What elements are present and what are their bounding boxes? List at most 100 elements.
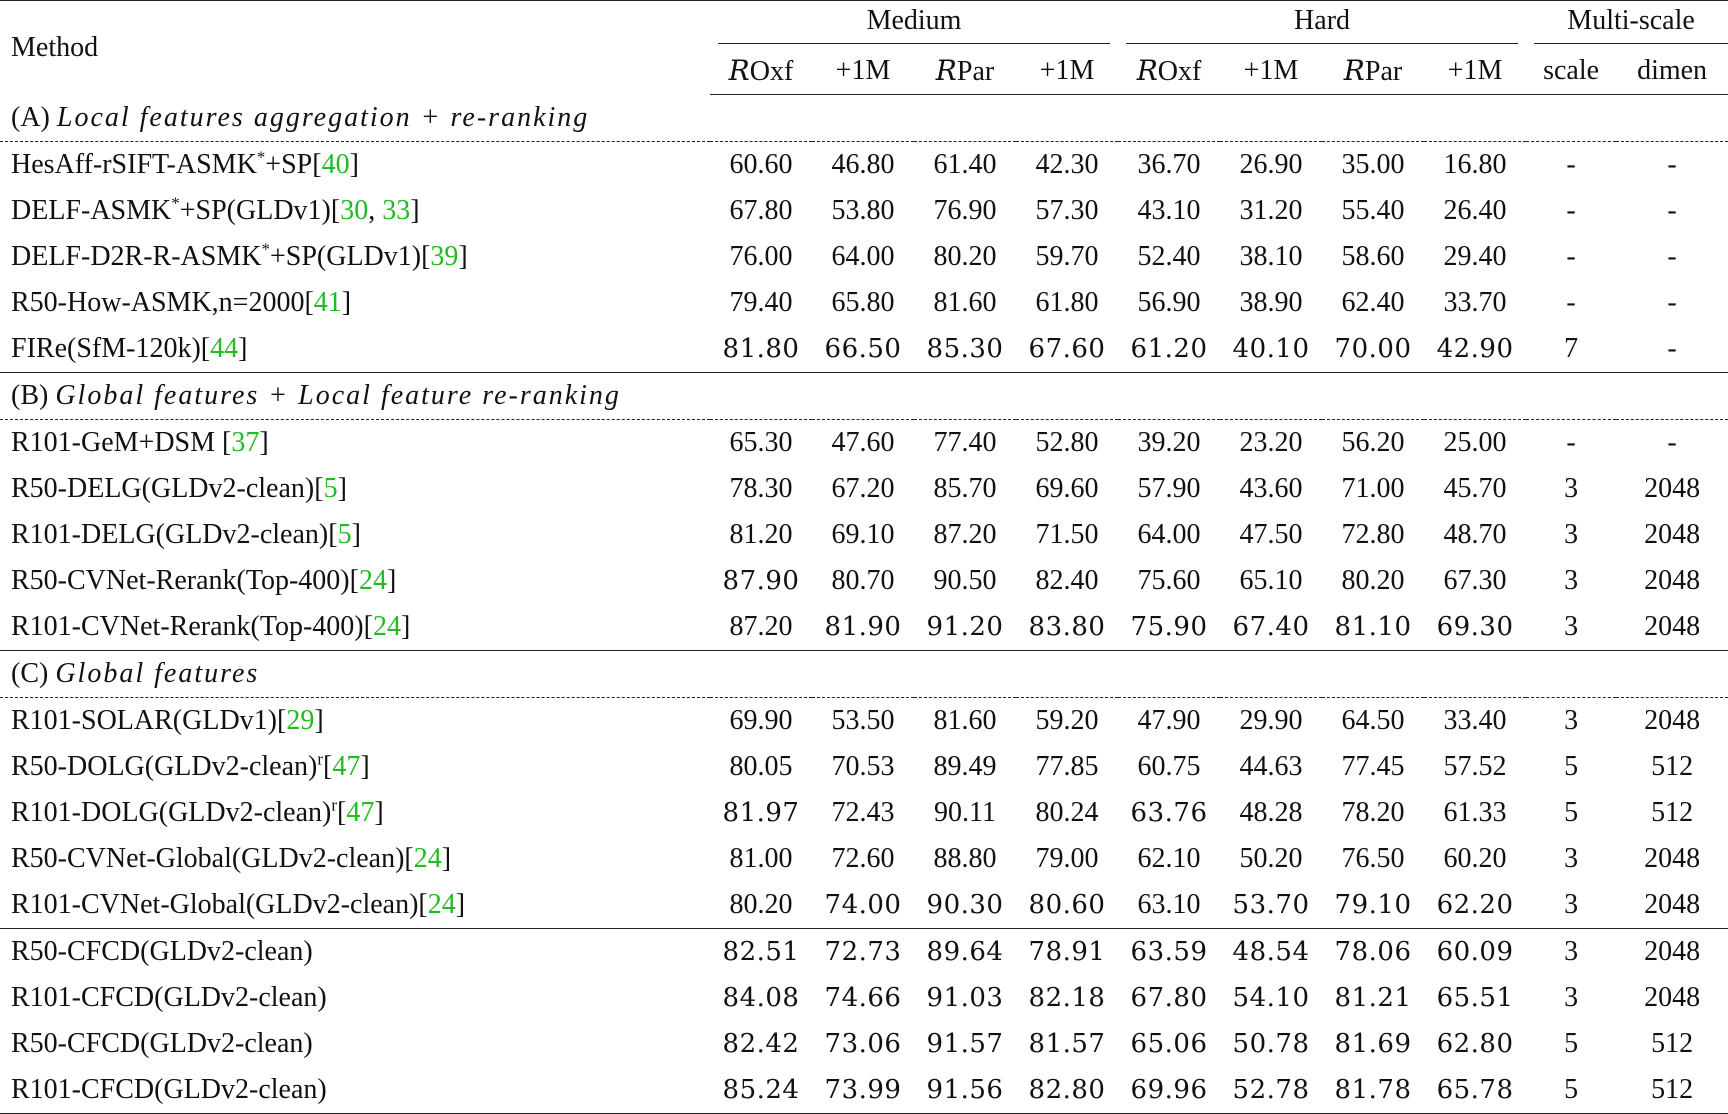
value-cell: 65.06 [1130, 1029, 1208, 1059]
value-cell: 53.70 [1220, 882, 1323, 929]
value-cell: 44.63 [1239, 751, 1303, 782]
calligraphic-r: R [1136, 54, 1158, 87]
method-name: R101-CVNet-Rerank(Top-400)[24] [0, 604, 710, 651]
dimen-cell: - [1667, 287, 1677, 318]
section-header: (A) Local features aggregation + re-rank… [0, 94, 1728, 142]
header-multiscale: Multi-scale [1534, 5, 1728, 44]
value-cell: 45.70 [1443, 473, 1507, 504]
method-name: FIRe(SfM-120k)[44] [0, 326, 710, 373]
citation-link: 33 [382, 195, 411, 226]
citation-link: 44 [210, 333, 239, 364]
citation-link: 40 [321, 149, 350, 180]
section-label: (C) [11, 658, 56, 689]
value-cell: 64.00 [1137, 519, 1201, 550]
table-row: HesAff-rSIFT-ASMK*+SP[40] 60.60 46.80 61.40… [0, 142, 1728, 189]
value-cell: 76.00 [729, 241, 793, 272]
value-cell: 75.60 [1137, 565, 1201, 596]
value-cell: 47.50 [1239, 519, 1303, 550]
value-cell: 50.20 [1239, 843, 1303, 874]
value-cell: 87.20 [710, 604, 812, 651]
method-name: R50-CVNet-Rerank(Top-400)[24] [11, 565, 397, 596]
value-cell: 78.20 [1341, 797, 1405, 828]
value-cell: 67.30 [1443, 565, 1507, 596]
value-cell: 62.80 [1436, 1029, 1514, 1059]
value-cell: 80.20 [710, 882, 812, 929]
citation-link: 30 [340, 195, 369, 226]
dimen-cell: - [1667, 149, 1677, 180]
value-cell: 71.50 [1035, 519, 1099, 550]
value-cell: 72.80 [1341, 519, 1405, 550]
dimen-cell: 2048 [1616, 604, 1728, 651]
scale-cell: 3 [1564, 705, 1579, 736]
value-cell: 87.90 [722, 566, 800, 596]
ours-row: R101-CFCD(GLDv2-clean) 84.08 74.66 91.03 82.… [0, 975, 1728, 1021]
header-hard: Hard [1126, 5, 1519, 44]
value-cell: 65.51 [1436, 983, 1514, 1013]
scale-cell: - [1566, 195, 1576, 226]
value-cell: 47.60 [831, 427, 895, 458]
value-cell: 69.96 [1118, 1067, 1221, 1114]
value-cell: 81.57 [1028, 1029, 1106, 1059]
value-cell: 42.90 [1424, 326, 1527, 373]
value-cell: 91.03 [926, 983, 1004, 1013]
value-cell: 78.30 [729, 473, 793, 504]
value-cell: 66.50 [812, 326, 914, 373]
value-cell: 80.20 [1341, 565, 1405, 596]
header-method: Method [0, 0, 710, 95]
dimen-cell: 2048 [1644, 705, 1701, 736]
method-name: HesAff-rSIFT-ASMK*+SP[40] [11, 147, 359, 180]
value-cell: 62.10 [1137, 843, 1201, 874]
method-name: R101-GeM+DSM [37] [11, 427, 269, 458]
value-cell: 46.80 [831, 149, 895, 180]
value-cell: 40.10 [1220, 326, 1323, 373]
table-row: DELF-D2R-R-ASMK*+SP(GLDv1)[39] 76.00 64.00… [0, 234, 1728, 280]
value-cell: 54.10 [1232, 983, 1310, 1013]
section-label: (B) [11, 380, 56, 411]
value-cell: 73.99 [812, 1067, 914, 1114]
value-cell: 35.00 [1341, 149, 1405, 180]
method-name: R101-CFCD(GLDv2-clean) [11, 982, 327, 1013]
value-cell: 81.20 [729, 519, 793, 550]
value-cell: 69.90 [729, 705, 793, 736]
value-cell: 61.80 [1035, 287, 1099, 318]
value-cell: 80.20 [933, 241, 997, 272]
scale-cell: - [1566, 287, 1576, 318]
table-row: R101-CVNet-Rerank(Top-400)[24] 87.20 81.90… [0, 604, 1728, 651]
value-cell: 39.20 [1137, 427, 1201, 458]
value-cell: 60.60 [729, 149, 793, 180]
subheader-2: RPar [914, 48, 1016, 95]
dimen-cell: 2048 [1644, 936, 1701, 967]
value-cell: 48.28 [1239, 797, 1303, 828]
value-cell: 67.20 [831, 473, 895, 504]
ours-row: R101-CFCD(GLDv2-clean) 85.24 73.99 91.56 82.… [0, 1067, 1728, 1114]
value-cell: 91.57 [926, 1029, 1004, 1059]
value-cell: 26.90 [1239, 149, 1303, 180]
scale-cell: 5 [1526, 1067, 1617, 1114]
citation-link: 24 [413, 843, 442, 874]
section-title: (C) Global features [0, 650, 1728, 698]
value-cell: 87.20 [933, 519, 997, 550]
value-cell: 65.80 [831, 287, 895, 318]
method-name: R101-CFCD(GLDv2-clean) [0, 1067, 710, 1114]
calligraphic-r: R [935, 54, 957, 87]
value-cell: 29.40 [1443, 241, 1507, 272]
value-cell: 52.78 [1220, 1067, 1323, 1114]
value-cell: 50.78 [1232, 1029, 1310, 1059]
method-name: R50-DELG(GLDv2-clean)[5] [11, 473, 347, 504]
citation-link: 29 [286, 705, 315, 736]
subheader-0: ROxf [710, 48, 812, 95]
value-cell: 42.30 [1035, 149, 1099, 180]
section-name: Global features + Local feature re-ranki… [55, 380, 621, 411]
value-cell: 16.80 [1443, 149, 1507, 180]
value-cell: 57.90 [1137, 473, 1201, 504]
value-cell: 84.08 [722, 983, 800, 1013]
table-row: R101-SOLAR(GLDv1)[29] 69.90 53.50 81.60 59.2… [0, 698, 1728, 745]
section-name: Local features aggregation + re-ranking [56, 102, 590, 133]
subheader-4: ROxf [1118, 48, 1221, 95]
value-cell: 82.80 [1016, 1067, 1119, 1114]
value-cell: 53.50 [831, 705, 895, 736]
value-cell: 81.90 [812, 604, 914, 651]
value-cell: 77.85 [1035, 751, 1099, 782]
table-row: R50-DELG(GLDv2-clean)[5] 78.30 67.20 85.70 6… [0, 466, 1728, 512]
